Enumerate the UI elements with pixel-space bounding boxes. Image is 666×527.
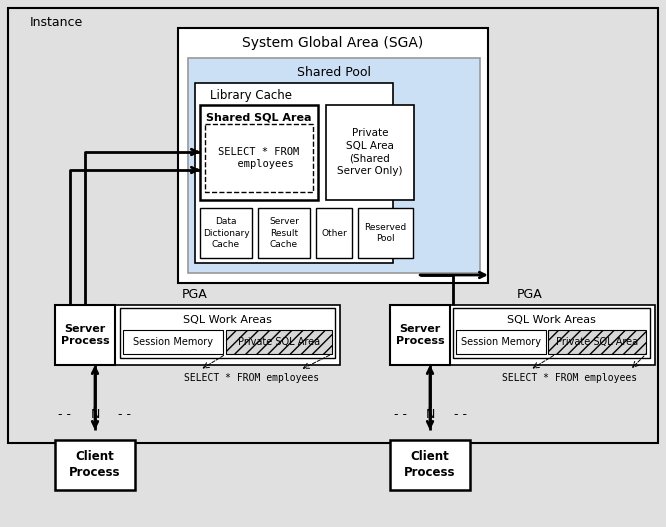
Text: Server
Process: Server Process [61,324,109,346]
Bar [200,105,318,200]
Text: SQL Work Areas: SQL Work Areas [507,315,595,325]
Bar [200,208,252,258]
Text: SELECT * FROM employees: SELECT * FROM employees [184,373,320,383]
Bar [358,208,413,258]
Bar [326,105,414,200]
Text: Session Memory: Session Memory [133,337,213,347]
Text: - -: - - [59,408,71,422]
Bar [188,58,480,273]
Text: SELECT * FROM employees: SELECT * FROM employees [502,373,637,383]
Bar [453,308,650,358]
Text: Shared Pool: Shared Pool [297,66,371,80]
Bar [205,124,313,192]
Bar [123,330,223,354]
Bar [390,305,450,365]
Text: Server
Result
Cache: Server Result Cache [269,218,299,249]
Bar [55,305,115,365]
Text: - -: - - [454,408,466,422]
Bar [390,440,470,490]
Text: - -: - - [394,408,406,422]
Text: Server
Process: Server Process [396,324,444,346]
Bar [548,330,646,354]
Text: Reserved
Pool: Reserved Pool [364,223,406,243]
Bar [195,83,393,263]
Text: Private SQL Area: Private SQL Area [556,337,638,347]
Text: Session Memory: Session Memory [461,337,541,347]
Bar [55,305,340,365]
Bar [8,8,658,443]
Bar [55,440,135,490]
Text: Instance: Instance [30,15,83,28]
Bar [258,208,310,258]
Text: Shared SQL Area: Shared SQL Area [206,113,312,123]
Text: Private
SQL Area
(Shared
Server Only): Private SQL Area (Shared Server Only) [337,129,403,175]
Text: SQL Work Areas: SQL Work Areas [182,315,272,325]
Text: Other: Other [321,229,347,238]
Bar [120,308,335,358]
Bar [178,28,488,283]
Text: Data
Dictionary
Cache: Data Dictionary Cache [202,218,249,249]
Text: System Global Area (SGA): System Global Area (SGA) [242,36,424,50]
Text: PGA: PGA [182,288,208,301]
Text: N: N [426,408,435,422]
Text: Private SQL Area: Private SQL Area [238,337,320,347]
Bar [226,330,332,354]
Bar [316,208,352,258]
Text: SELECT * FROM
  employees: SELECT * FROM employees [218,147,300,169]
Text: - -: - - [119,408,131,422]
Text: PGA: PGA [517,288,543,301]
Text: N: N [91,408,100,422]
Text: Client
Process: Client Process [69,451,121,480]
Bar [390,305,655,365]
Bar [456,330,546,354]
Text: Library Cache: Library Cache [210,90,292,102]
Text: Client
Process: Client Process [404,451,456,480]
